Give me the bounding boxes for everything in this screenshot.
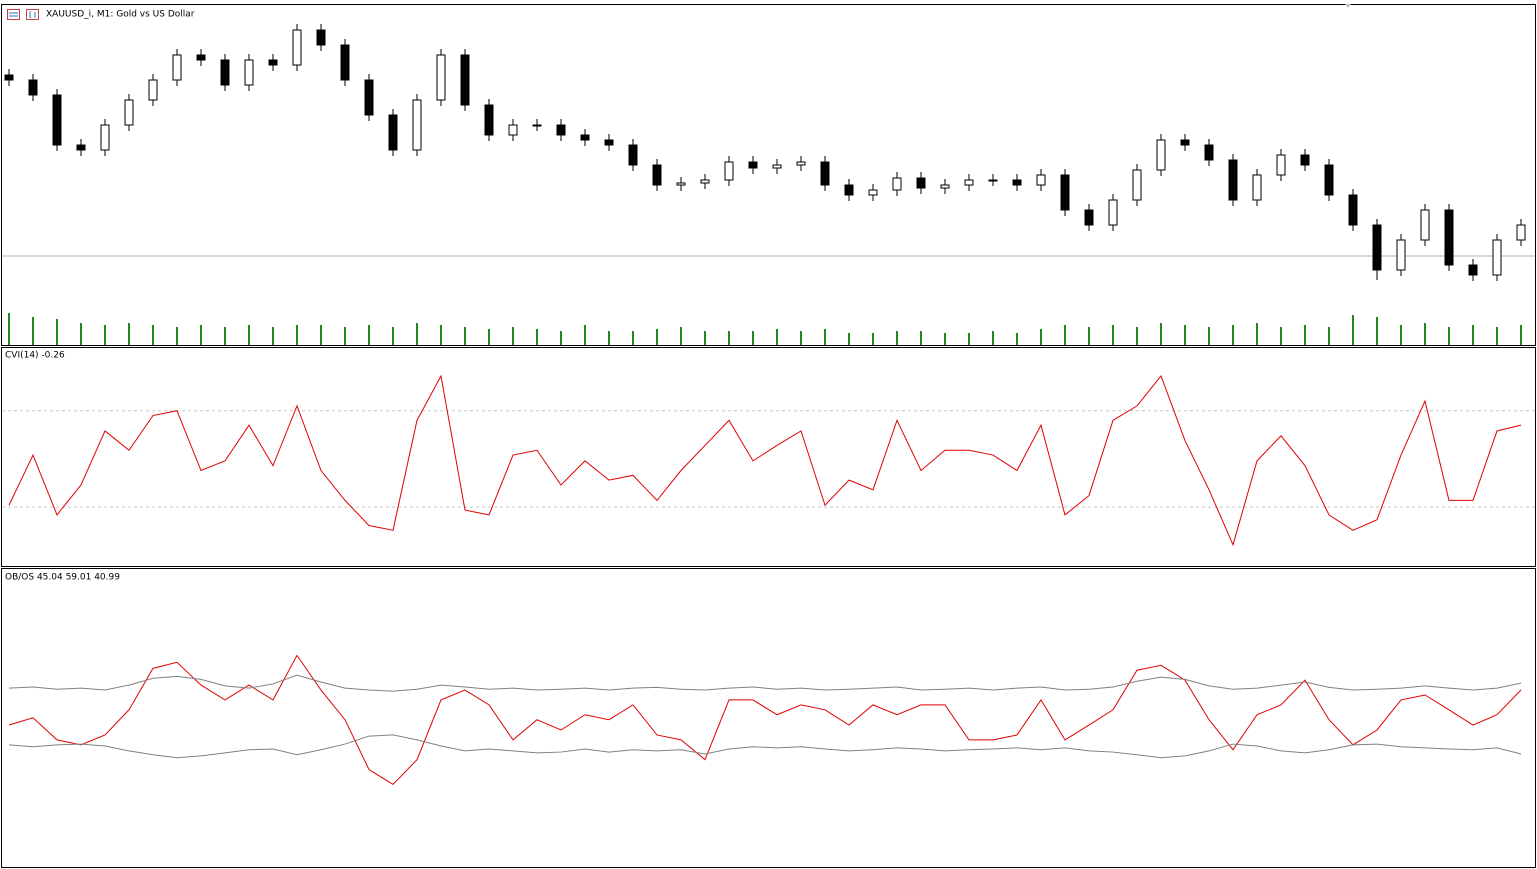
cvi-title: CVI(14) -0.26 xyxy=(5,351,65,361)
chart-icons xyxy=(7,9,39,20)
candle-body xyxy=(4,74,14,81)
candle-body xyxy=(460,54,470,106)
candle-body xyxy=(1060,174,1070,211)
indicator-line xyxy=(8,374,1522,547)
candle-body xyxy=(1276,154,1286,176)
candle-body xyxy=(220,59,230,86)
candle-body xyxy=(364,79,374,116)
candle-body xyxy=(676,182,686,186)
candle-body xyxy=(868,189,878,196)
candle-body xyxy=(1228,159,1238,201)
candle-body xyxy=(1300,154,1310,166)
candle-body xyxy=(1036,174,1046,186)
indicator-line xyxy=(8,654,1522,786)
candle-body xyxy=(1204,144,1214,161)
candle-body xyxy=(1012,179,1022,186)
indicator-line xyxy=(8,734,1522,759)
candle-body xyxy=(484,104,494,136)
candle-body xyxy=(964,179,974,186)
candle-body xyxy=(1252,174,1262,201)
candle-body xyxy=(796,161,806,166)
candle-body xyxy=(244,59,254,86)
candle-body xyxy=(844,184,854,196)
candle-body xyxy=(388,114,398,151)
candle-body xyxy=(604,139,614,146)
candle-body xyxy=(820,161,830,186)
candle-body xyxy=(436,54,446,101)
candle-body xyxy=(52,94,62,146)
candle-body xyxy=(628,144,638,166)
candle-body xyxy=(772,164,782,169)
candle-body xyxy=(124,99,134,126)
candle-body xyxy=(1108,199,1118,226)
candle-body xyxy=(412,99,422,151)
obos-panel-border xyxy=(1,568,1536,868)
candle-body xyxy=(1324,164,1334,196)
cvi-panel-border xyxy=(1,347,1536,567)
candle-body xyxy=(100,124,110,151)
candle-body xyxy=(700,179,710,184)
candle-body xyxy=(172,54,182,81)
obos-title: OB/OS 45.04 59.01 40.99 xyxy=(5,573,120,583)
candle-body xyxy=(148,79,158,101)
candle-body xyxy=(1492,239,1502,276)
candle-body xyxy=(1156,139,1166,171)
candle-body xyxy=(652,164,662,186)
candle-body xyxy=(892,177,902,191)
candle-body xyxy=(532,124,542,127)
candle-body xyxy=(1420,209,1430,241)
candle-body xyxy=(292,29,302,66)
candle-body xyxy=(580,134,590,141)
indicator-line xyxy=(8,674,1522,692)
candle-body xyxy=(1372,224,1382,271)
candle-body xyxy=(748,161,758,169)
candle-body xyxy=(1468,264,1478,276)
candle-body xyxy=(1516,224,1526,241)
chart-title: XAUUSD_i, M1: Gold vs US Dollar xyxy=(46,10,195,20)
candle-body xyxy=(508,124,518,136)
candle-body xyxy=(916,177,926,189)
candle-body xyxy=(196,54,206,61)
candle-body xyxy=(1180,139,1190,146)
candle-body xyxy=(940,184,950,189)
candle-body xyxy=(340,44,350,81)
main-panel-border xyxy=(1,4,1536,346)
candle-body xyxy=(1444,209,1454,266)
candle-body xyxy=(268,59,278,66)
candle-body xyxy=(556,124,566,136)
candle-body xyxy=(28,79,38,96)
candle-body xyxy=(1396,239,1406,271)
candle-body xyxy=(76,144,86,151)
candle-body xyxy=(316,29,326,46)
candle-body xyxy=(1348,194,1358,226)
candle-body xyxy=(1084,209,1094,226)
candle-body xyxy=(724,161,734,181)
candle-body xyxy=(1132,169,1142,201)
shift-marker xyxy=(1345,4,1351,8)
candle-body xyxy=(988,179,998,182)
